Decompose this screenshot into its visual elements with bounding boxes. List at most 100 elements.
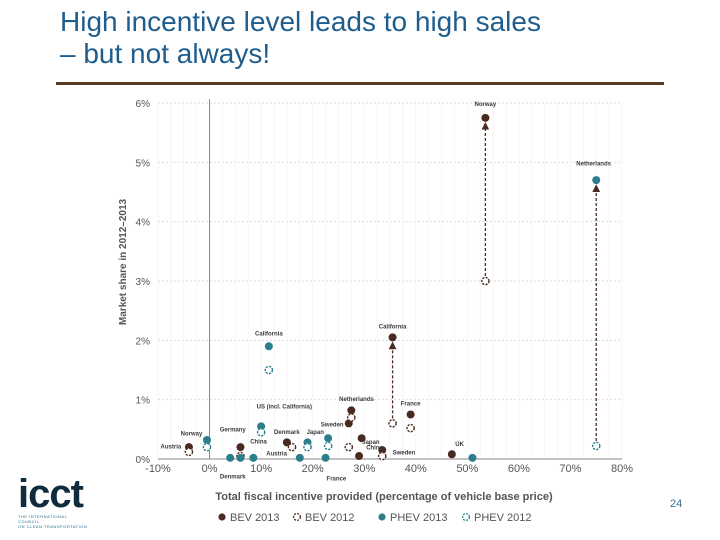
x-tick-label: 20%: [302, 463, 324, 475]
country-label: China: [366, 446, 383, 452]
bev-2012-point: [377, 451, 387, 461]
country-label: Austria: [266, 451, 287, 457]
country-label: Germany: [220, 428, 247, 434]
bev-2013-point: [355, 452, 364, 461]
phev-2012-point: [264, 365, 274, 375]
legend-marker: [378, 513, 386, 521]
slide-title-line-1: High incentive level leads to high sales: [60, 6, 541, 37]
phev-2013-point: [257, 422, 266, 431]
y-tick-label: 3%: [136, 277, 151, 288]
phev-2012-point: [303, 442, 312, 452]
bev-2013-point: [344, 419, 353, 428]
country-label: Japan: [307, 430, 325, 436]
y-tick-label: 2%: [136, 336, 151, 347]
bev-2013-point: [236, 443, 245, 452]
country-label: Netherlands: [339, 397, 374, 403]
legend: BEV 2013 BEV 2012 PHEV 2013 PHEV 2012: [218, 512, 531, 524]
phev-2013-point: [295, 453, 304, 462]
country-label: China: [250, 440, 267, 446]
country-label: Denmark: [274, 430, 300, 436]
legend-label: PHEV 2012: [474, 512, 531, 524]
phev-2013-point: [264, 342, 273, 351]
bev-2013-point: [481, 113, 490, 122]
logo-wordmark: icct: [18, 472, 84, 516]
country-label: Norway: [475, 102, 497, 108]
bev-2012-point: [406, 423, 415, 433]
phev-2013-point: [249, 453, 258, 462]
x-tick-label: 30%: [353, 463, 375, 475]
bev-2012-point: [347, 413, 356, 422]
y-tick-label: 5%: [136, 158, 151, 169]
y-tick-label: 4%: [136, 218, 151, 229]
bev-2012-point: [344, 442, 354, 452]
phev-2012-point: [202, 442, 212, 452]
bev-2012-point: [388, 419, 397, 428]
country-label: Netherlands: [576, 161, 611, 167]
country-label: US (incl. California): [257, 405, 312, 411]
zero-axes: [158, 99, 622, 460]
bev-2012-point: [287, 442, 297, 452]
title-divider: [56, 82, 664, 85]
phev-2013-point: [202, 436, 211, 445]
legend-label: PHEV 2013: [390, 512, 447, 524]
slide-title: High incentive level leads to high sales…: [60, 6, 680, 70]
x-tick-label: 0%: [202, 463, 218, 475]
logo-tagline-line-1: THE INTERNATIONAL COUNCIL: [18, 514, 68, 524]
y-tick-label: 1%: [136, 396, 151, 407]
legend-marker: [292, 512, 302, 522]
grid-lines: [157, 102, 623, 459]
x-tick-label: 60%: [508, 463, 530, 475]
legend-label: BEV 2013: [230, 512, 280, 524]
data-points: [184, 113, 601, 462]
bev-2012-point: [184, 447, 194, 457]
x-axis-label: Total fiscal incentive provided (percent…: [215, 491, 553, 503]
phev-2013-point: [592, 176, 601, 185]
x-tick-label: -10%: [145, 463, 171, 475]
country-label: Sweden: [321, 422, 344, 428]
phev-2012-point: [591, 441, 601, 451]
bev-2013-point: [447, 450, 456, 459]
icct-logo: icct THE INTERNATIONAL COUNCIL ON CLEAN …: [18, 472, 88, 529]
slide-title-line-2: – but not always!: [60, 38, 271, 69]
bev-2013-point: [406, 410, 415, 419]
bev-2013-point: [347, 406, 356, 415]
y-tick-label: 0%: [136, 455, 151, 466]
x-tick-label: 50%: [456, 463, 478, 475]
x-tick-label: 80%: [611, 463, 633, 475]
y-axis-label: Market share in 2012–2013: [118, 198, 129, 325]
page-number: 24: [670, 498, 683, 510]
legend-marker: [218, 513, 226, 521]
bev-2013-point: [388, 333, 397, 342]
bev-2013-point: [378, 446, 387, 455]
bev-2013-point: [282, 438, 291, 447]
bev-2012-point: [481, 276, 490, 286]
phev-2012-point: [256, 427, 266, 437]
phev-2013-point: [321, 453, 330, 462]
bev-2013-point: [357, 434, 366, 443]
country-label: France: [401, 402, 421, 408]
legend-marker: [461, 512, 471, 522]
x-tick-label: 10%: [250, 463, 272, 475]
country-label: California: [255, 332, 283, 338]
country-label: France: [327, 476, 347, 482]
phev-2013-point: [226, 453, 235, 462]
phev-2013-point: [324, 434, 333, 443]
phev-2013-point: [236, 453, 245, 462]
country-label: California: [379, 324, 407, 330]
y-tick-label: 6%: [136, 99, 151, 110]
x-tick-label: 40%: [405, 463, 427, 475]
x-tick-label: 70%: [559, 463, 581, 475]
country-label: Japan: [362, 440, 380, 446]
phev-2012-point: [323, 441, 333, 451]
country-label: Norway: [181, 431, 203, 437]
country-labels: Norway Netherlands California California Net…: [161, 102, 612, 482]
logo-tagline-line-2: ON CLEAN TRANSPORTATION: [18, 524, 88, 529]
change-arrows: [388, 121, 601, 441]
tick-labels: -10% 0% 10% 20% 30% 40% 50% 60% 70% 80%0%1%2%3%4%…: [136, 99, 634, 475]
legend-label: BEV 2012: [305, 512, 355, 524]
country-label: Austria: [161, 444, 182, 450]
phev-2013-point: [468, 453, 477, 462]
country-label: Denmark: [220, 475, 246, 481]
country-label: Sweden: [393, 450, 416, 456]
